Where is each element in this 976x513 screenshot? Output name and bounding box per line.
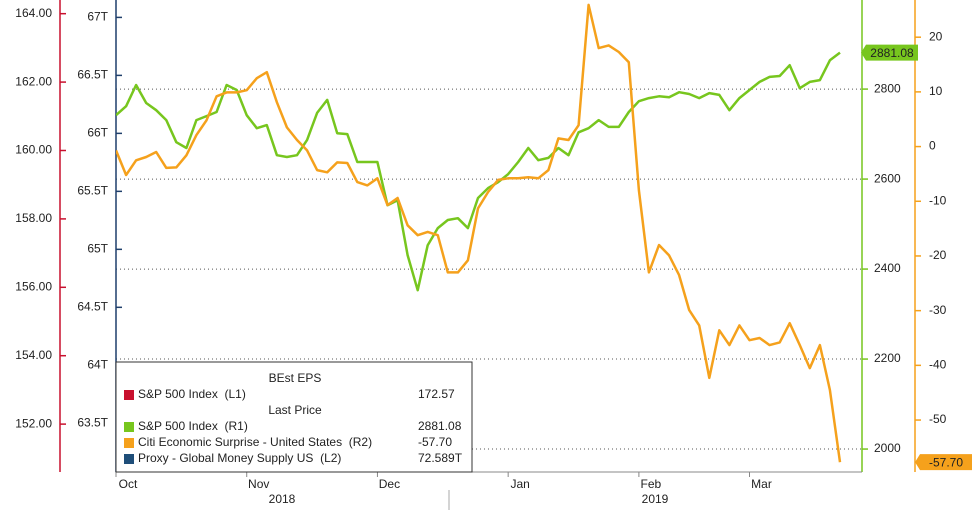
legend-box <box>115 361 473 473</box>
legend-value: 172.57 <box>418 387 455 401</box>
year-label: 2018 <box>269 492 296 506</box>
y-tick-label: 154.00 <box>15 348 52 362</box>
y-tick-label: 10 <box>929 84 943 98</box>
y-tick-label: 162.00 <box>15 74 52 88</box>
x-tick-label: Mar <box>751 477 772 491</box>
y-tick-label: 164.00 <box>15 6 52 20</box>
x-tick-label: Nov <box>248 477 269 491</box>
value-tag-label: -57.70 <box>929 455 963 469</box>
y-tick-label: 160.00 <box>15 143 52 157</box>
y-tick-label: 158.00 <box>15 211 52 225</box>
y-tick-label: -50 <box>929 412 947 426</box>
x-tick-label: Oct <box>119 477 138 491</box>
y-tick-label: 2600 <box>874 171 901 185</box>
y-tick-label: -30 <box>929 303 947 317</box>
series-line <box>116 51 841 292</box>
legend-value: -57.70 <box>418 435 452 449</box>
legend-header: BEst EPS <box>269 371 322 385</box>
y-tick-label: 66T <box>87 126 108 140</box>
y-tick-label: 152.00 <box>15 416 52 430</box>
x-tick-label: Dec <box>379 477 400 491</box>
y-tick-label: -20 <box>929 248 947 262</box>
legend-swatch <box>124 422 134 432</box>
legend-value: 72.589T <box>418 451 463 465</box>
y-tick-label: 65.5T <box>77 184 108 198</box>
plot-area <box>116 3 842 463</box>
value-tag-label: 2881.08 <box>870 46 914 60</box>
y-tick-label: 2200 <box>874 351 901 365</box>
y-tick-label: -10 <box>929 193 947 207</box>
y-tick-label: 63.5T <box>77 415 108 429</box>
value-tag <box>915 454 972 471</box>
x-tick-label: Feb <box>641 477 662 491</box>
y-tick-label: 2400 <box>874 261 901 275</box>
y-tick-label: 2000 <box>874 441 901 455</box>
series-line <box>116 3 842 463</box>
y-tick-label: 66.5T <box>77 68 108 82</box>
legend-header: Last Price <box>268 403 322 417</box>
y-tick-label: 64T <box>87 357 108 371</box>
y-tick-label: 20 <box>929 29 943 43</box>
y-tick-label: 2800 <box>874 81 901 95</box>
y-tick-label: -40 <box>929 358 947 372</box>
legend: BEst EPS S&P 500 Index (L1) 172.57 Last Pri… <box>115 361 473 473</box>
legend-label: Citi Economic Surprise - United States (… <box>138 435 372 449</box>
legend-label: S&P 500 Index (R1) <box>138 419 248 433</box>
y-tick-label: 67T <box>87 10 108 24</box>
legend-swatch <box>124 390 134 400</box>
legend-label: Proxy - Global Money Supply US (L2) <box>138 451 341 465</box>
value-tag <box>861 44 918 61</box>
legend-value: 2881.08 <box>418 419 462 433</box>
legend-swatch <box>124 438 134 448</box>
y-tick-label: 0 <box>929 139 936 153</box>
legend-swatch <box>124 454 134 464</box>
y-tick-label: 65T <box>87 242 108 256</box>
year-label: 2019 <box>642 492 669 506</box>
y-tick-label: 64.5T <box>77 299 108 313</box>
y-tick-label: 156.00 <box>15 279 52 293</box>
legend-label: S&P 500 Index (L1) <box>138 387 246 401</box>
x-tick-label: Jan <box>510 477 529 491</box>
